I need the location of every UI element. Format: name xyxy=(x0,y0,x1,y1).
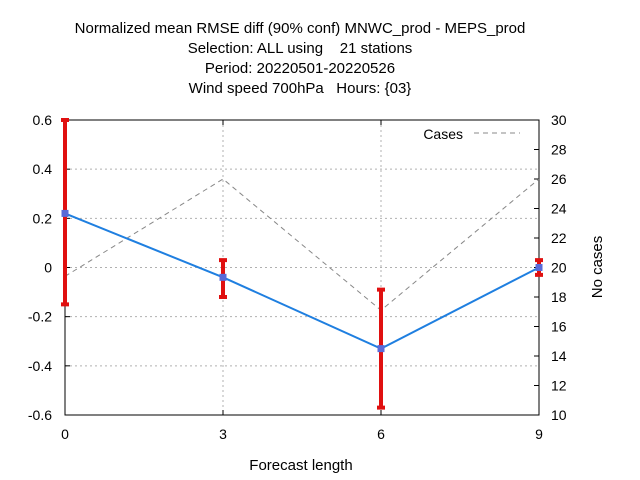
data-point xyxy=(377,345,385,353)
y2-tick-label: 26 xyxy=(551,171,567,187)
x-axis-label: Forecast length xyxy=(249,457,352,474)
y2-tick-label: 20 xyxy=(551,260,567,276)
data-point xyxy=(61,209,69,217)
title-line-1: Normalized mean RMSE diff (90% conf) MNW… xyxy=(74,20,526,37)
title-line-3: Period: 20220501-20220526 xyxy=(204,60,396,77)
legend-label-cases: Cases xyxy=(423,126,463,142)
y-tick-label: 0 xyxy=(44,260,52,276)
y2-axis-label: No cases xyxy=(589,236,606,299)
axis-ticks: 0 3 6 9 -0.6 -0.4 -0.2 0 0.2 0.4 0.6 10 12 14 16 18 20 22… xyxy=(28,112,567,442)
y-tick-label: -0.6 xyxy=(28,407,52,423)
y-tick-label: 0.4 xyxy=(33,161,53,177)
y-tick-label: -0.4 xyxy=(28,358,52,374)
series xyxy=(61,118,543,410)
x-tick-label: 6 xyxy=(377,426,385,442)
series-line-cases xyxy=(64,178,540,311)
title-line-2: Selection: ALL using 21 stations xyxy=(187,40,413,57)
y2-tick-label: 24 xyxy=(551,201,567,217)
legend: Cases xyxy=(423,126,520,142)
data-point xyxy=(535,264,543,271)
y2-tick-label: 14 xyxy=(551,348,567,364)
y2-tick-label: 28 xyxy=(551,142,567,158)
y2-tick-label: 12 xyxy=(551,378,567,394)
y2-tick-label: 22 xyxy=(551,230,567,246)
grid xyxy=(65,120,539,415)
chart-title: Normalized mean RMSE diff (90% conf) MNW… xyxy=(0,19,600,99)
y2-tick-label: 18 xyxy=(551,289,567,305)
y-tick-label: 0.2 xyxy=(33,210,53,226)
y-tick-label: 0.6 xyxy=(33,112,53,128)
data-point xyxy=(219,273,227,281)
x-tick-label: 3 xyxy=(219,426,227,442)
y2-tick-label: 16 xyxy=(551,319,567,335)
y2-tick-label: 10 xyxy=(551,407,567,423)
x-tick-label: 0 xyxy=(61,426,69,442)
series-line-rmse-diff xyxy=(64,212,540,350)
y2-tick-label: 30 xyxy=(551,112,567,128)
title-line-4: Wind speed 700hPa Hours: {03} xyxy=(188,80,412,97)
y-tick-label: -0.2 xyxy=(28,309,52,325)
x-tick-label: 9 xyxy=(535,426,543,442)
